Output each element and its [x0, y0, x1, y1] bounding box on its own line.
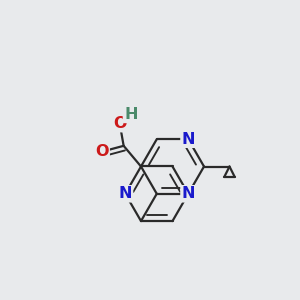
Text: O: O — [113, 116, 127, 131]
Text: O: O — [95, 144, 109, 159]
Text: N: N — [182, 186, 195, 201]
Text: N: N — [118, 186, 132, 201]
Text: N: N — [182, 132, 195, 147]
Text: H: H — [124, 107, 137, 122]
